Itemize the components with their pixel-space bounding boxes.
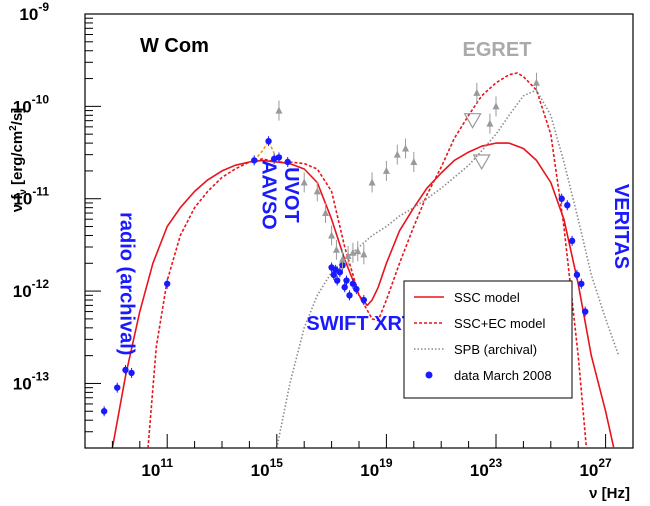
data-march-2008-point <box>275 154 283 161</box>
egret-point <box>368 178 376 186</box>
swift-xrt-archival-point <box>313 187 321 195</box>
data-march-2008-point <box>353 285 360 293</box>
swift-xrt-archival-point <box>300 178 308 186</box>
y-label-units: [erg/cm <box>9 131 26 189</box>
data-march-2008-point <box>349 280 357 287</box>
data-march-2008-point <box>336 269 344 276</box>
ssc-model-line <box>111 142 615 448</box>
egret-point <box>473 88 481 96</box>
x-tick-label: 1019 <box>360 456 393 480</box>
points-layer <box>100 72 589 417</box>
y-tick-label: 10-13 <box>13 369 50 393</box>
data-march-2008-point <box>360 296 368 304</box>
data-march-2008-point <box>578 280 585 287</box>
data-march-2008-point <box>100 408 108 415</box>
spb-archival-line <box>276 89 620 448</box>
swift-xrt-archival-point <box>344 251 352 259</box>
swift-xrt-archival-point <box>354 247 362 255</box>
data-march-2008-point <box>122 366 129 374</box>
y-label-prefix: ν f <box>9 194 26 213</box>
egret-point <box>382 166 390 174</box>
legend-box <box>403 280 573 399</box>
y-tick-label: 10-10 <box>13 92 50 116</box>
egret-point <box>402 144 410 152</box>
aavso-annotation: AAVSO <box>257 160 279 230</box>
data-march-2008-point <box>270 155 278 163</box>
data-march-2008-point <box>251 157 258 164</box>
curves-layer <box>111 72 620 448</box>
data-march-2008-point <box>573 271 581 279</box>
data-march-2008-point <box>164 280 171 287</box>
y-ticks: 10-13 10-12 10-11 10-10 10-9 <box>13 0 101 449</box>
swift-xrt-archival-point <box>339 255 347 263</box>
data-march-2008-point <box>581 308 589 315</box>
x-axis-label: ν [Hz] <box>589 485 630 502</box>
swift-xrt-annotation: SWIFT XRT <box>306 313 414 335</box>
data-march-2008-point <box>114 384 121 391</box>
annotations-layer: radio (archival) AAVSO UVOT SWIFT XRT VERITA… <box>116 39 632 355</box>
egret-point <box>486 119 494 127</box>
data-march-2008-point <box>343 277 350 284</box>
swift-xrt-archival-point <box>322 209 330 217</box>
data-march-2008-point <box>284 158 291 166</box>
egret-annotation: EGRET <box>463 39 532 61</box>
data-march-2008-point <box>558 195 565 202</box>
data-march-2008-point <box>346 292 353 299</box>
egret-upper-limits-point <box>472 154 491 171</box>
y-label-units-end: /s] <box>9 108 26 126</box>
data-march-2008-legend-swatch <box>425 371 433 379</box>
egret-point <box>410 157 418 165</box>
y-tick-label: 10-11 <box>13 185 49 209</box>
radio-archival-annotation: radio (archival) <box>116 212 138 355</box>
swift-xrt-archival-point <box>360 250 368 258</box>
y-label-sub: ν <box>18 189 29 195</box>
egret-point <box>492 102 500 110</box>
egret-point <box>393 150 401 158</box>
y-axis-label: ν fν [erg/cm2/s] <box>8 108 29 213</box>
ssc-model-legend-label: SSC model <box>454 290 520 305</box>
y-tick-label: 10-12 <box>13 277 50 301</box>
swift-xrt-archival-point <box>332 245 340 253</box>
data-march-2008-point <box>341 284 348 291</box>
x-tick-label: 1011 <box>141 456 173 480</box>
data-march-2008-point <box>333 277 341 284</box>
data-march-2008-point <box>568 237 576 245</box>
data-march-2008-point <box>564 202 571 209</box>
data-march-2008-point <box>265 137 272 145</box>
x-tick-label: 1015 <box>251 456 284 480</box>
x-tick-label: 1027 <box>579 456 612 480</box>
egret-upper-limits-point <box>463 113 482 129</box>
egret-point <box>532 78 540 86</box>
y-tick-label: 10-9 <box>19 0 49 24</box>
ssc-ec-model-legend-label: SSC+EC model <box>454 316 546 331</box>
spb-archival-legend-label: SPB (archival) <box>454 342 537 357</box>
legend: SSC model SSC+EC model SPB (archival) data … <box>403 280 573 399</box>
chart-title: W Com <box>140 35 209 57</box>
y-label-units-sup: 2 <box>8 125 19 131</box>
data-march-2008-point <box>128 369 135 377</box>
data-march-2008-legend-label: data March 2008 <box>454 368 552 383</box>
swift-xrt-archival-point <box>328 231 336 239</box>
uvot-annotation: UVOT <box>280 167 302 223</box>
x-tick-label: 1023 <box>470 456 503 480</box>
veritas-annotation: VERITAS <box>610 184 632 269</box>
x-ticks: 1011 1015 1019 1023 1027 <box>84 434 634 480</box>
swift-xrt-archival-point <box>275 106 283 114</box>
legend-entries: SSC model SSC+EC model SPB (archival) data … <box>414 290 552 383</box>
